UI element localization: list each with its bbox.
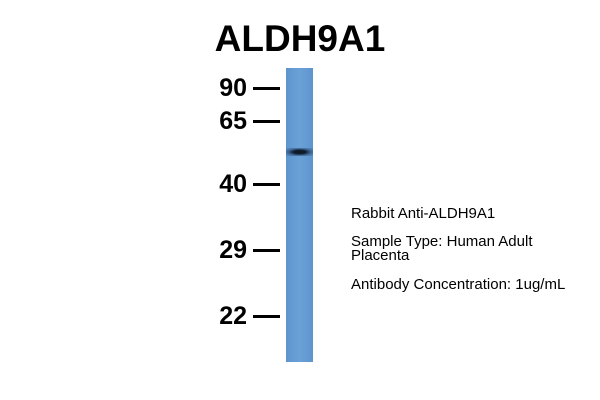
marker-40: 40: [205, 170, 280, 199]
marker-29: 29: [205, 236, 280, 265]
antibody-concentration: Antibody Concentration: 1ug/mL: [351, 276, 566, 293]
marker-22: 22: [205, 302, 280, 331]
marker-90: 90: [205, 74, 280, 103]
sample-type-line2: Placenta: [351, 247, 410, 264]
antibody-label: Rabbit Anti-ALDH9A1: [351, 205, 496, 222]
sample-type-line1: Sample Type: Human Adult: [351, 233, 533, 250]
marker-65: 65: [205, 107, 280, 136]
blot-lane: [286, 68, 313, 362]
blot-title: ALDH9A1: [214, 18, 386, 59]
protein-band: [286, 148, 313, 156]
